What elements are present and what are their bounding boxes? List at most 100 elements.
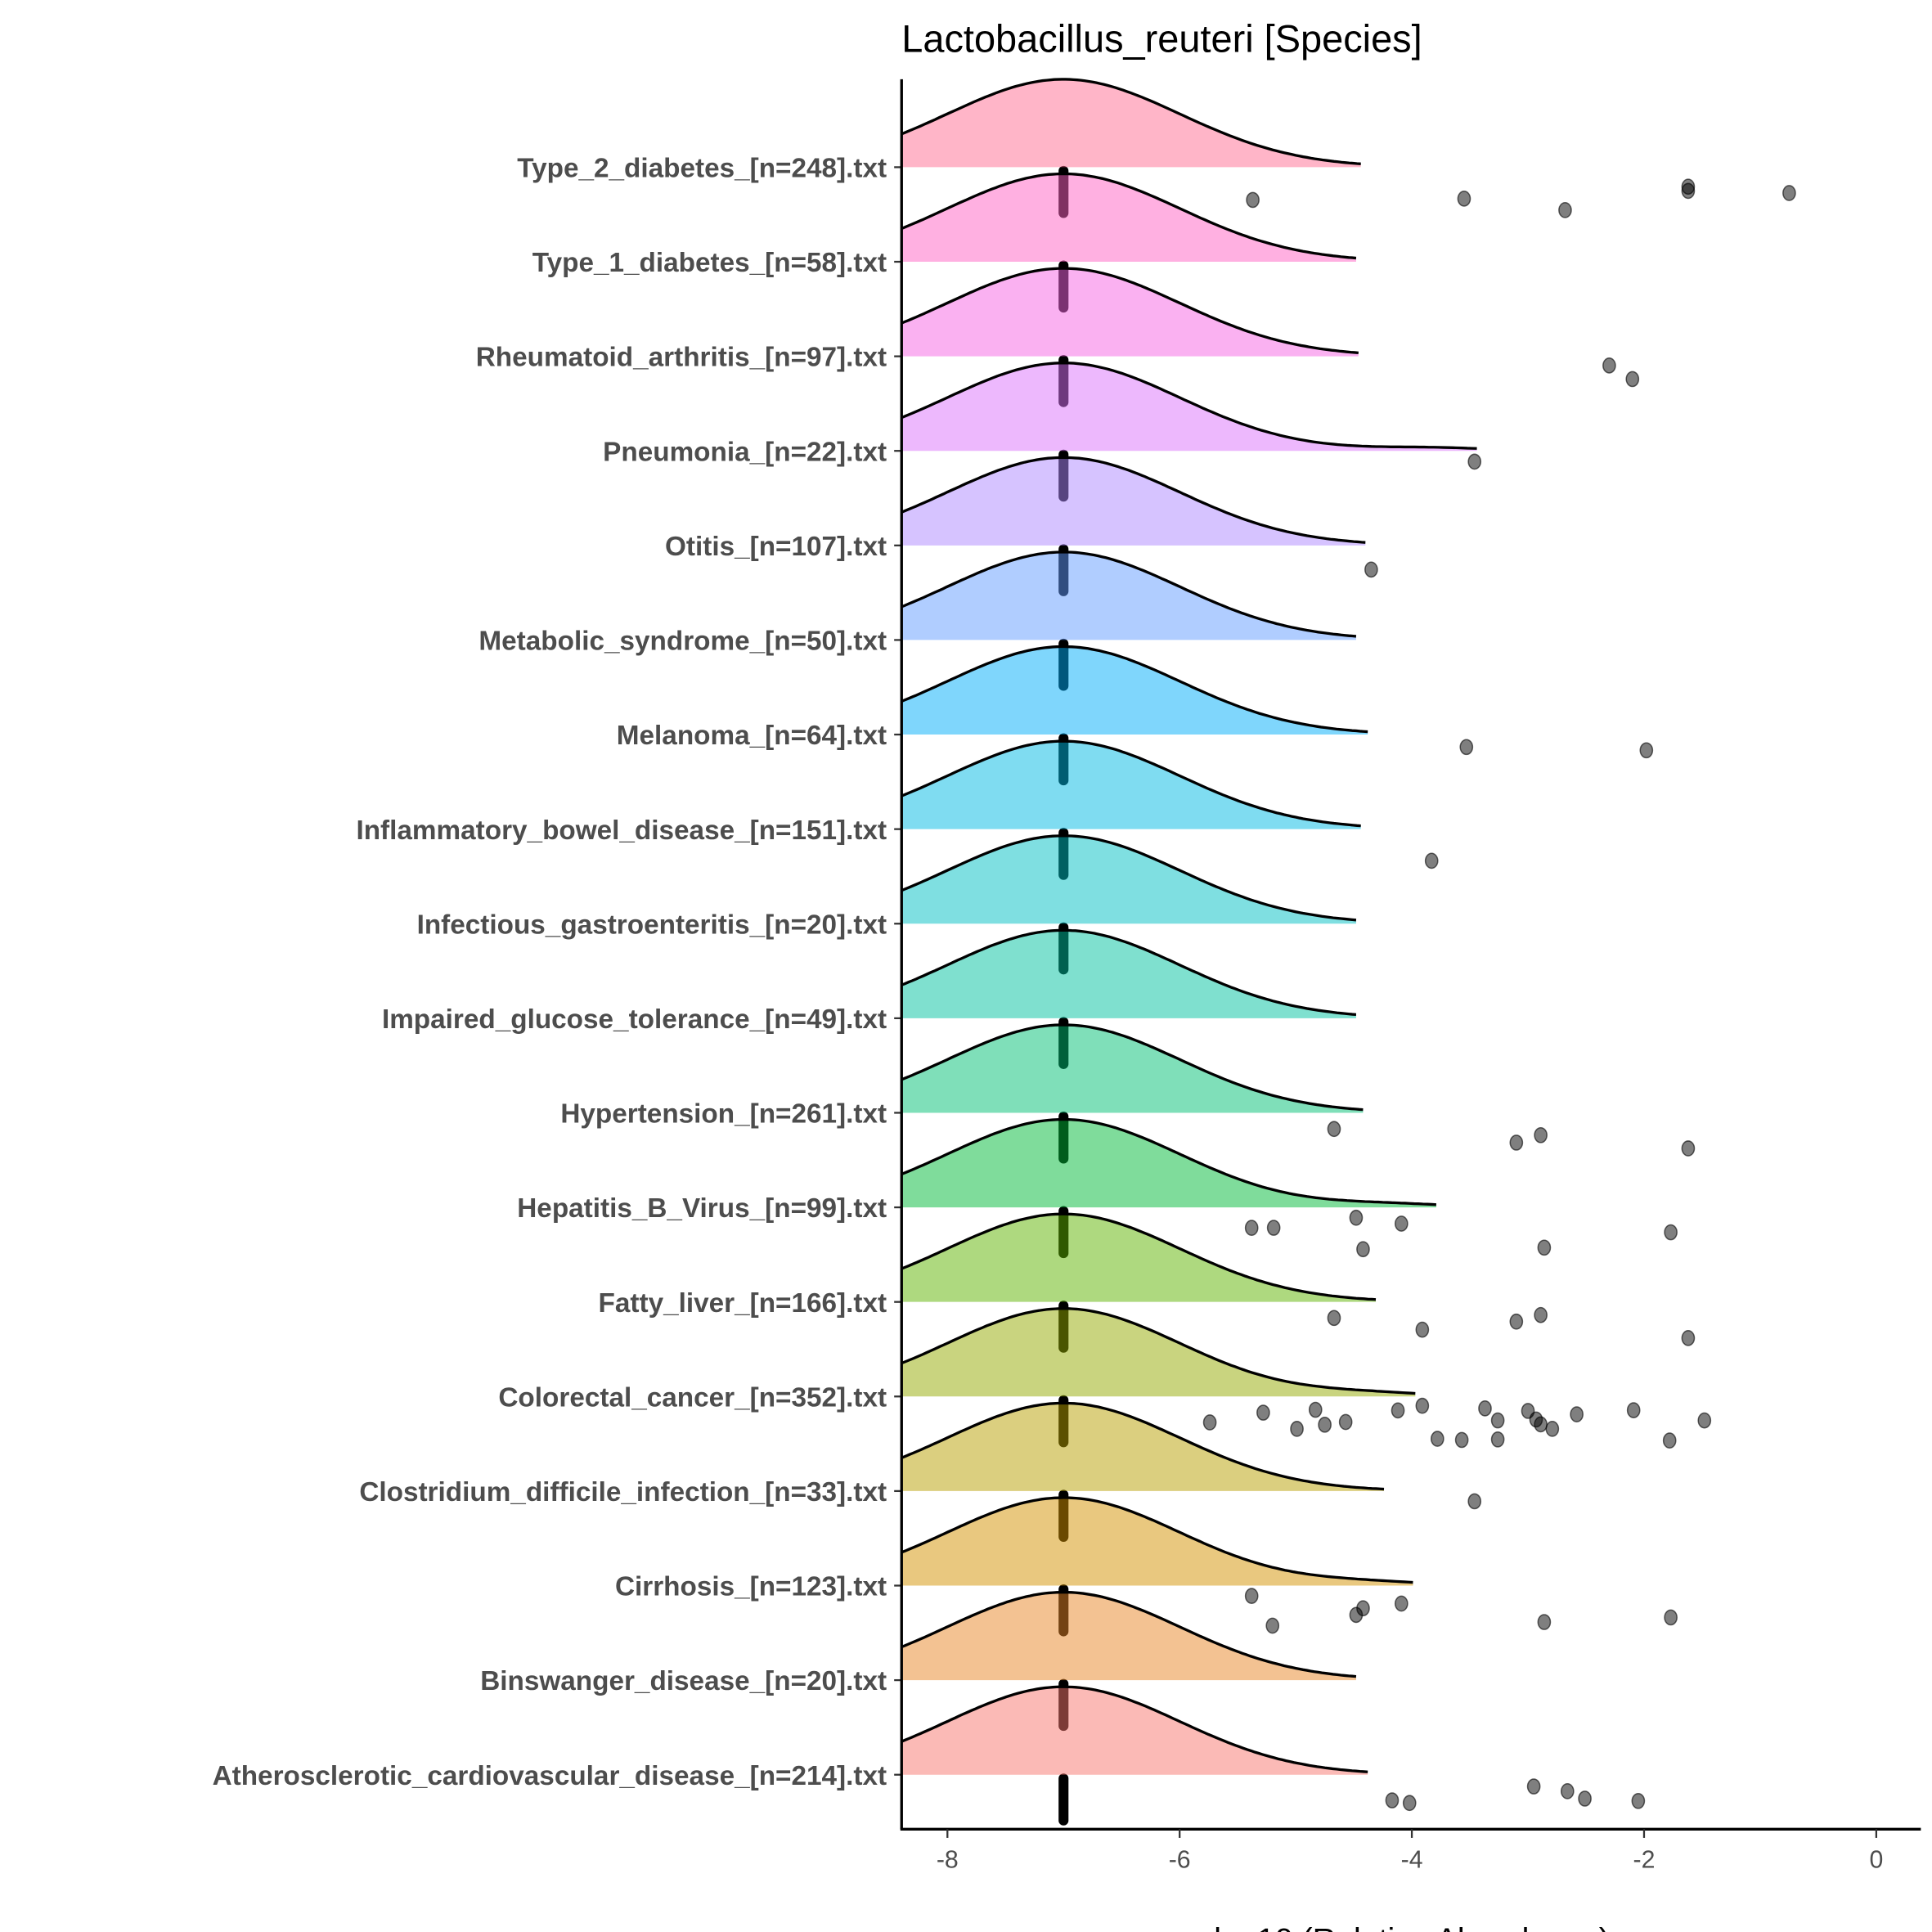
data-point bbox=[1545, 1421, 1560, 1437]
data-point bbox=[1356, 1241, 1370, 1258]
data-point bbox=[1467, 453, 1482, 470]
data-point bbox=[1256, 1404, 1270, 1421]
density-ridge-line bbox=[900, 1590, 1357, 1678]
data-point bbox=[1467, 1493, 1482, 1510]
y-axis-labels: Type_2_diabetes_[n=248].txt Type_1_diabet… bbox=[213, 154, 902, 1791]
data-point bbox=[1490, 1431, 1505, 1448]
data-point bbox=[1537, 1239, 1552, 1256]
data-point bbox=[1246, 191, 1260, 209]
density-ridge-fill bbox=[901, 1498, 1413, 1586]
y-tick-label: Hypertension_[n=261].txt bbox=[560, 1099, 887, 1130]
y-tick-label: Impaired_glucose_tolerance_[n=49].txt bbox=[382, 1004, 887, 1035]
data-point bbox=[1626, 1402, 1641, 1418]
data-point bbox=[1415, 1321, 1430, 1338]
density-ridge-fill bbox=[901, 646, 1368, 735]
density-ridge-fill bbox=[901, 551, 1356, 640]
data-point bbox=[1639, 742, 1654, 759]
data-point bbox=[1402, 1795, 1417, 1812]
data-point bbox=[1385, 1792, 1400, 1808]
data-point bbox=[1266, 1220, 1281, 1236]
density-ridge-line bbox=[900, 739, 1361, 828]
density-ridge-line bbox=[900, 1023, 1364, 1112]
x-axis-title: log10 (Relative Abundance) bbox=[1214, 1922, 1610, 1932]
y-tick-label: Type_2_diabetes_[n=248].txt bbox=[517, 154, 887, 184]
chart-title: Lactobacillus_reuteri [Species] bbox=[901, 18, 1422, 61]
data-point bbox=[1244, 1588, 1259, 1604]
data-point bbox=[1490, 1412, 1505, 1429]
y-tick-label: Infectious_gastroenteritis_[n=20].txt bbox=[417, 910, 887, 940]
density-ridge-line bbox=[900, 267, 1359, 355]
y-tick-label: Melanoma_[n=64].txt bbox=[617, 721, 887, 751]
y-tick-label: Colorectal_cancer_[n=352].txt bbox=[498, 1382, 887, 1413]
y-tick-label: Clostridium_difficile_infection_[n=33].t… bbox=[359, 1477, 887, 1507]
data-point bbox=[1327, 1310, 1341, 1327]
data-point bbox=[1560, 1783, 1575, 1799]
x-tick-label: -6 bbox=[1169, 1846, 1191, 1873]
density-ridge-line bbox=[900, 550, 1357, 638]
data-point bbox=[1534, 1416, 1548, 1433]
data-point bbox=[1424, 852, 1439, 869]
y-tick-label: Fatty_liver_[n=166].txt bbox=[599, 1288, 887, 1319]
density-ridge-line bbox=[900, 362, 1477, 450]
density-ridge-fill bbox=[901, 1687, 1368, 1775]
density-ridge-fill bbox=[901, 1024, 1364, 1113]
ridges-layer bbox=[900, 78, 1477, 1775]
density-ridge-fill bbox=[901, 1214, 1377, 1302]
density-ridge-line bbox=[900, 928, 1357, 1017]
data-point bbox=[1244, 1220, 1259, 1236]
density-ridge-line bbox=[900, 456, 1366, 544]
density-ridge-line bbox=[900, 1401, 1385, 1491]
data-point bbox=[1664, 1609, 1678, 1626]
data-point bbox=[1364, 561, 1378, 578]
x-tick-label: -4 bbox=[1401, 1846, 1423, 1873]
data-point bbox=[1697, 1412, 1712, 1429]
data-point bbox=[1290, 1421, 1304, 1437]
density-ridge-fill bbox=[901, 1403, 1385, 1491]
data-point bbox=[1391, 1402, 1405, 1419]
data-point bbox=[1534, 1306, 1548, 1323]
data-point bbox=[1631, 1792, 1646, 1809]
density-ridge-line bbox=[900, 172, 1357, 260]
data-point bbox=[1459, 739, 1474, 756]
density-ridge-fill bbox=[901, 930, 1356, 1018]
data-point bbox=[1509, 1134, 1524, 1151]
data-point bbox=[1602, 357, 1616, 374]
y-tick-label: Rheumatoid_arthritis_[n=97].txt bbox=[476, 343, 887, 373]
y-tick-label: Atherosclerotic_cardiovascular_disease_[… bbox=[213, 1761, 887, 1791]
data-point bbox=[1662, 1432, 1677, 1449]
data-point bbox=[1338, 1413, 1353, 1431]
data-point bbox=[1349, 1209, 1364, 1226]
data-point bbox=[1534, 1126, 1548, 1143]
data-point bbox=[1265, 1617, 1280, 1634]
y-tick-label: Metabolic_syndrome_[n=50].txt bbox=[479, 627, 887, 657]
x-tick-label: 0 bbox=[1869, 1846, 1883, 1873]
data-point bbox=[1558, 202, 1572, 218]
density-ridge-fill bbox=[901, 1308, 1416, 1397]
data-point bbox=[1537, 1614, 1552, 1630]
density-ridge-line bbox=[900, 1685, 1368, 1773]
density-ridge-line bbox=[900, 1307, 1416, 1395]
data-point bbox=[1415, 1397, 1430, 1414]
data-point bbox=[1202, 1414, 1217, 1431]
density-ridge-fill bbox=[901, 1119, 1436, 1208]
density-ridge-fill bbox=[901, 173, 1356, 263]
data-point bbox=[1394, 1595, 1409, 1612]
data-point bbox=[1430, 1431, 1445, 1447]
x-axis-ticks: -8 -6 -4 -2 0 bbox=[937, 1829, 1883, 1873]
density-ridge-line bbox=[900, 645, 1368, 734]
data-point bbox=[1454, 1431, 1469, 1449]
y-tick-label: Binswanger_disease_[n=20].txt bbox=[480, 1666, 887, 1696]
density-ridge-fill bbox=[901, 835, 1356, 924]
data-point bbox=[1570, 1406, 1584, 1422]
data-point bbox=[1394, 1215, 1409, 1232]
y-tick-label: Cirrhosis_[n=123].txt bbox=[615, 1572, 887, 1602]
data-point bbox=[1782, 185, 1796, 201]
density-ridge-line bbox=[900, 78, 1361, 165]
density-ridge-line bbox=[900, 1496, 1413, 1584]
data-point bbox=[1509, 1313, 1524, 1330]
data-point bbox=[1457, 191, 1471, 207]
density-ridge-fill bbox=[901, 457, 1366, 546]
data-point bbox=[1681, 1330, 1696, 1346]
y-tick-label: Otitis_[n=107].txt bbox=[665, 532, 887, 562]
y-tick-label: Inflammatory_bowel_disease_[n=151].txt bbox=[356, 815, 887, 846]
